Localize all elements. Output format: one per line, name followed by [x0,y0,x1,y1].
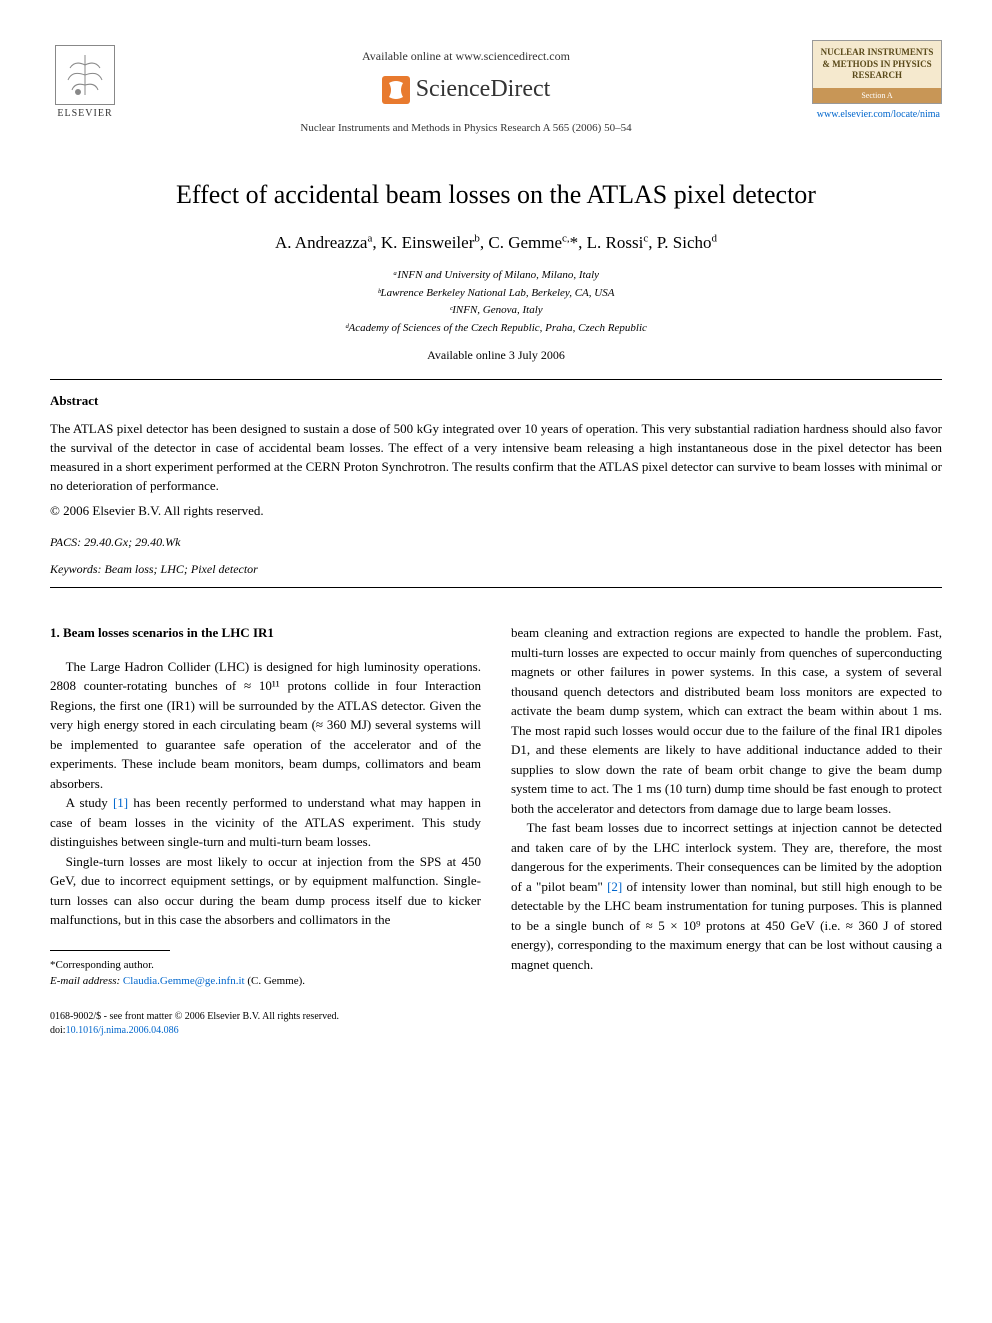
paragraph: A study [1] has been recently performed … [50,793,481,852]
paragraph: beam cleaning and extraction regions are… [511,623,942,818]
journal-citation: Nuclear Instruments and Methods in Physi… [120,121,812,136]
available-online-text: Available online at www.sciencedirect.co… [120,48,812,65]
footer: 0168-9002/$ - see front matter © 2006 El… [50,1010,481,1038]
right-column: beam cleaning and extraction regions are… [511,623,942,1038]
corresponding-author: *Corresponding author. [50,957,481,974]
affiliation-d: ᵈAcademy of Sciences of the Czech Republ… [50,320,942,338]
paragraph: Single-turn losses are most likely to oc… [50,852,481,930]
email-link[interactable]: Claudia.Gemme@ge.infn.it [123,975,245,987]
elsevier-tree-icon [55,45,115,105]
divider [50,587,942,588]
authors: A. Andreazzaa, K. Einsweilerb, C. Gemmec… [50,231,942,255]
header-row: ELSEVIER Available online at www.science… [50,40,942,137]
affiliation-a: ᵃINFN and University of Milano, Milano, … [50,267,942,285]
body-columns: 1. Beam losses scenarios in the LHC IR1 … [50,623,942,1038]
email-line: E-mail address: Claudia.Gemme@ge.infn.it… [50,973,481,990]
divider [50,379,942,380]
sciencedirect-icon [382,76,410,104]
pacs: PACS: 29.40.Gx; 29.40.Wk [50,534,942,551]
keywords: Keywords: Beam loss; LHC; Pixel detector [50,561,942,578]
affiliation-c: ᶜINFN, Genova, Italy [50,302,942,320]
footer-copyright: 0168-9002/$ - see front matter © 2006 El… [50,1010,481,1024]
paragraph: The Large Hadron Collider (LHC) is desig… [50,657,481,794]
doi-line: doi:10.1016/j.nima.2006.04.086 [50,1024,481,1038]
center-header: Available online at www.sciencedirect.co… [120,40,812,137]
paragraph: The fast beam losses due to incorrect se… [511,818,942,974]
affiliation-b: ᵇLawrence Berkeley National Lab, Berkele… [50,285,942,303]
abstract-text: The ATLAS pixel detector has been design… [50,420,942,495]
journal-box-title: NUCLEAR INSTRUMENTS & METHODS IN PHYSICS… [813,41,941,88]
sciencedirect-text: ScienceDirect [416,73,551,107]
ref-link[interactable]: [2] [607,879,622,894]
sciencedirect-brand: ScienceDirect [120,73,812,107]
ref-link[interactable]: [1] [113,795,128,810]
copyright: © 2006 Elsevier B.V. All rights reserved… [50,502,942,520]
doi-link[interactable]: 10.1016/j.nima.2006.04.086 [66,1025,179,1036]
elsevier-label: ELSEVIER [57,107,112,121]
journal-sidebar: NUCLEAR INSTRUMENTS & METHODS IN PHYSICS… [812,40,942,126]
journal-box-section: Section A [813,88,941,103]
section-heading: 1. Beam losses scenarios in the LHC IR1 [50,623,481,643]
elsevier-logo: ELSEVIER [50,40,120,125]
affiliations: ᵃINFN and University of Milano, Milano, … [50,267,942,337]
abstract-heading: Abstract [50,392,942,410]
footnote: *Corresponding author. E-mail address: C… [50,957,481,990]
left-column: 1. Beam losses scenarios in the LHC IR1 … [50,623,481,1038]
available-date: Available online 3 July 2006 [50,347,942,364]
footnote-rule [50,950,170,951]
journal-box: NUCLEAR INSTRUMENTS & METHODS IN PHYSICS… [812,40,942,104]
article-title: Effect of accidental beam losses on the … [50,177,942,213]
journal-link[interactable]: www.elsevier.com/locate/nima [812,104,942,126]
